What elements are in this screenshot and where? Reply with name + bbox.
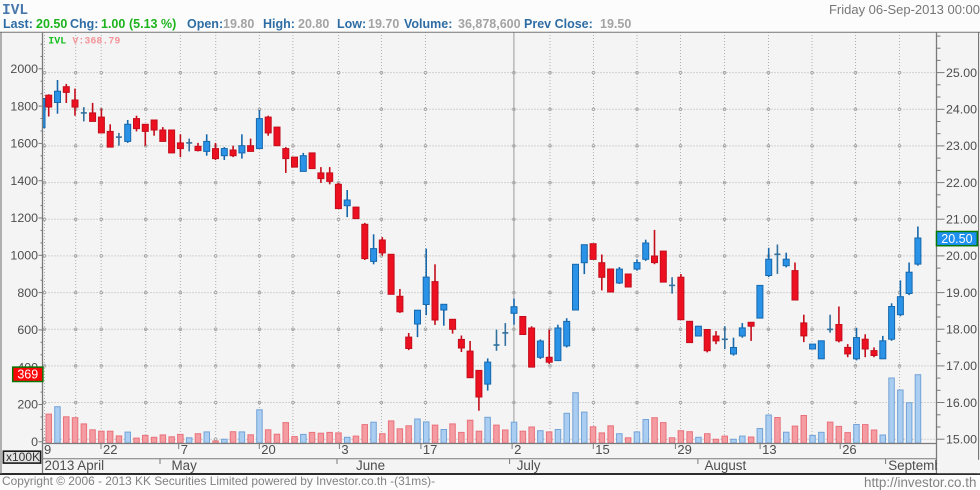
svg-text:2: 2 [514,442,521,457]
svg-text:13: 13 [762,442,776,457]
svg-text:369: 369 [17,368,38,382]
svg-text:18.00: 18.00 [946,323,977,337]
svg-text:2013 April: 2013 April [45,458,105,473]
svg-text:1200: 1200 [10,211,38,225]
svg-text:15: 15 [595,442,609,457]
svg-text:24.00: 24.00 [946,103,977,117]
svg-text:May: May [172,458,198,473]
svg-text:19.00: 19.00 [946,286,977,300]
svg-text:IVL V:368.79: IVL V:368.79 [48,37,120,48]
svg-text:15.00: 15.00 [946,433,977,447]
svg-text:0: 0 [31,435,38,449]
svg-text:25.00: 25.00 [946,66,977,80]
svg-text:22.00: 22.00 [946,176,977,190]
svg-text:20: 20 [261,442,275,457]
svg-text:July: July [517,458,541,473]
svg-text:2000: 2000 [10,62,38,76]
svg-text:1600: 1600 [10,137,38,151]
svg-text:200: 200 [17,398,38,412]
svg-text:20.00: 20.00 [946,249,977,263]
svg-text:June: June [356,458,385,473]
svg-text:x100K: x100K [6,450,40,464]
svg-text:August: August [705,458,747,473]
svg-text:600: 600 [17,323,38,337]
svg-text:26: 26 [842,442,856,457]
svg-text:16.00: 16.00 [946,396,977,410]
svg-text:3: 3 [341,442,348,457]
svg-text:1400: 1400 [10,174,38,188]
svg-text:7: 7 [181,442,188,457]
svg-text:20.50: 20.50 [941,232,972,246]
svg-text:29: 29 [677,442,691,457]
svg-text:800: 800 [17,286,38,300]
svg-text:21.00: 21.00 [946,213,977,227]
svg-text:1000: 1000 [10,249,38,263]
svg-text:9: 9 [44,442,51,457]
svg-text:1800: 1800 [10,99,38,113]
svg-text:22: 22 [103,442,117,457]
svg-text:23.00: 23.00 [946,139,977,153]
svg-text:17: 17 [423,442,437,457]
svg-text:17.00: 17.00 [946,359,977,373]
